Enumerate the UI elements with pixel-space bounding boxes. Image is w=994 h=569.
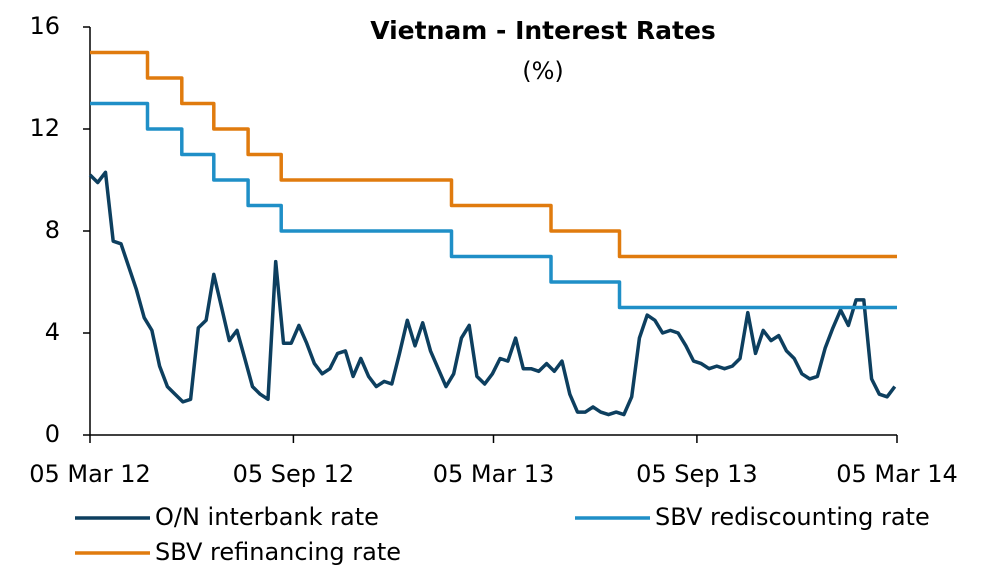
- legend-label: SBV rediscounting rate: [655, 503, 930, 531]
- series-line: [90, 50, 897, 259]
- x-tick-label: 05 Mar 13: [433, 460, 555, 488]
- chart-title: Vietnam - Interest Rates: [370, 16, 716, 45]
- x-tick-label: 05 Mar 14: [836, 460, 958, 488]
- y-tick-label: 16: [29, 12, 60, 40]
- legend-label: O/N interbank rate: [155, 503, 379, 531]
- y-tick-label: 4: [45, 318, 60, 346]
- y-tick-label: 8: [45, 216, 60, 244]
- series-line: [88, 170, 897, 417]
- x-tick-label: 05 Mar 12: [29, 460, 151, 488]
- y-tick-label: 12: [29, 114, 60, 142]
- x-tick-label: 05 Sep 12: [233, 460, 355, 488]
- y-tick-label: 0: [45, 420, 60, 448]
- series-line: [90, 101, 897, 310]
- legend-label: SBV refinancing rate: [155, 538, 401, 566]
- x-tick-label: 05 Sep 13: [636, 460, 758, 488]
- chart-subtitle: (%): [522, 57, 564, 85]
